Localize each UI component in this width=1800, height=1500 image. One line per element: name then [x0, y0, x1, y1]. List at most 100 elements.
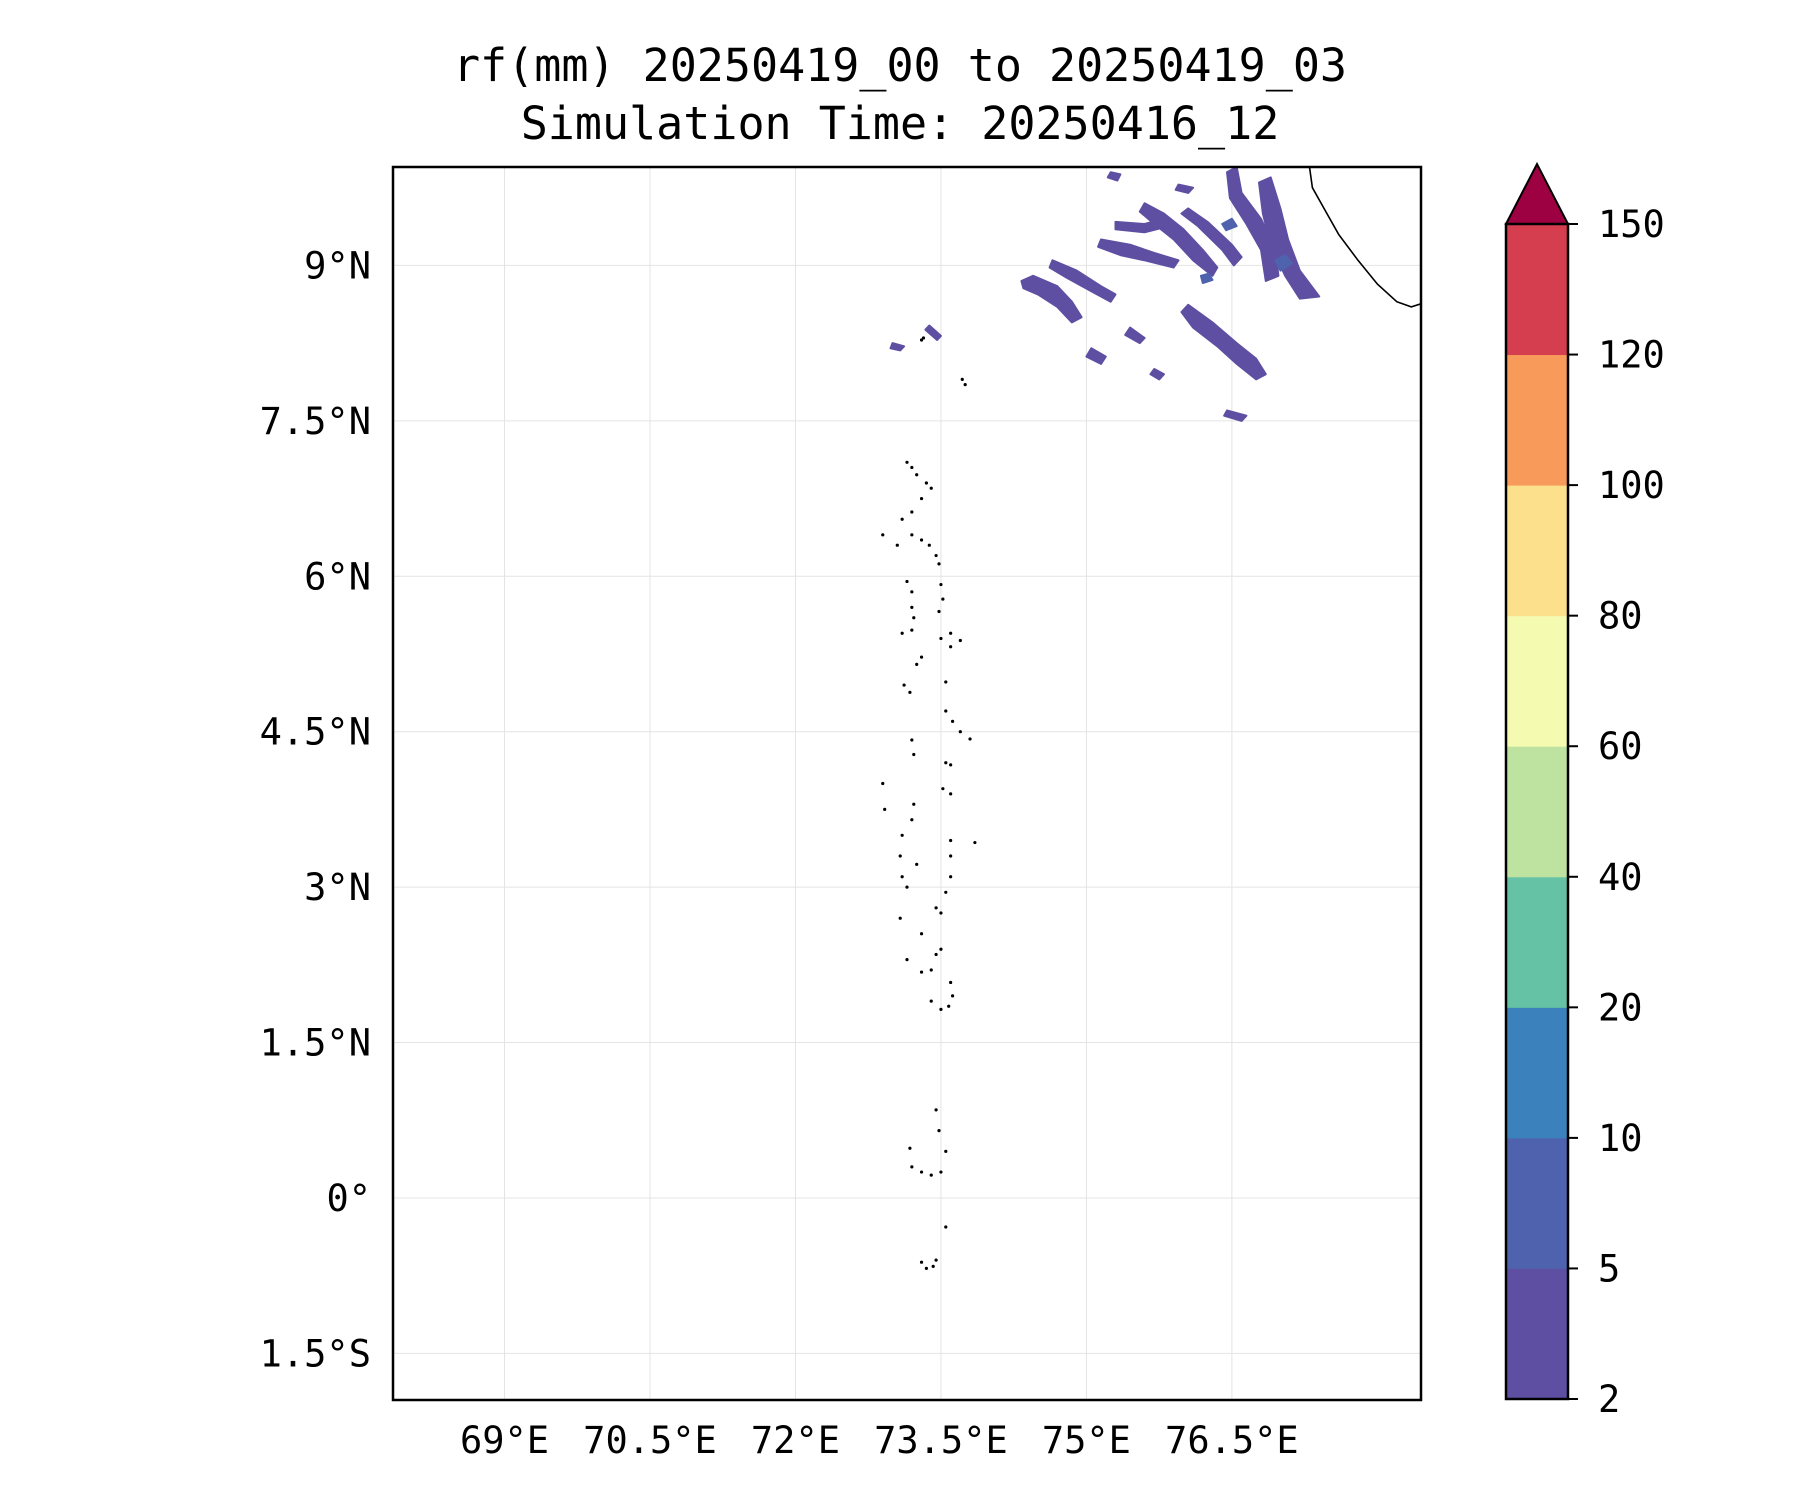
- island-dot: [898, 916, 902, 920]
- island-dots: [881, 336, 977, 1271]
- colorbar-tick-label: 5: [1598, 1247, 1620, 1290]
- island-dot: [919, 538, 924, 542]
- island-dot: [941, 787, 945, 791]
- island-dot: [927, 543, 931, 547]
- island-dot: [919, 338, 924, 342]
- island-dot: [929, 968, 933, 972]
- rain-contour-2-5: [1226, 167, 1280, 282]
- island-dot: [910, 738, 914, 742]
- y-tick-label: 3°N: [304, 866, 371, 909]
- island-dot: [915, 473, 919, 477]
- island-dot: [900, 517, 904, 521]
- island-dot: [973, 840, 977, 845]
- island-dot: [912, 802, 916, 806]
- colorbar-tick-label: 100: [1598, 464, 1665, 507]
- island-dot: [963, 382, 967, 387]
- island-dot: [929, 999, 933, 1003]
- island-dot: [944, 1149, 948, 1153]
- island-dot: [939, 582, 943, 587]
- island-dot: [919, 496, 924, 501]
- island-dot: [944, 680, 948, 684]
- island-dot: [958, 638, 962, 643]
- y-tick-label: 1.5°S: [260, 1332, 371, 1375]
- colorbar-segment: [1506, 485, 1568, 617]
- x-tick-label: 76.5°E: [1165, 1419, 1299, 1462]
- island-dot: [910, 818, 914, 822]
- island-dot: [919, 1170, 924, 1174]
- island-dot: [944, 709, 948, 713]
- y-tick-labels: 9°N 7.5°N 6°N 4.5°N 3°N 1.5°N 0° 1.5°S: [260, 244, 371, 1375]
- colorbar-tick-label: 150: [1598, 203, 1665, 246]
- island-dot: [949, 980, 953, 985]
- island-dot: [910, 605, 914, 609]
- rain-contour-2-5: [1114, 217, 1170, 234]
- island-dot: [937, 1129, 941, 1133]
- island-dot: [968, 737, 972, 741]
- x-tick-label: 75°E: [1042, 1419, 1131, 1462]
- island-dot: [900, 631, 904, 635]
- island-dot: [881, 533, 885, 537]
- rain-contour-2-5: [1097, 238, 1180, 269]
- island-dot: [912, 616, 916, 620]
- colorbar-segment: [1506, 1007, 1568, 1139]
- island-dot: [939, 1007, 943, 1011]
- colorbar-tick-label: 120: [1598, 334, 1665, 377]
- island-dot: [921, 336, 926, 340]
- island-dot: [915, 662, 919, 666]
- island-dot: [910, 533, 914, 537]
- island-dot: [949, 838, 953, 843]
- colorbar-tick-label: 20: [1598, 986, 1643, 1029]
- island-dot: [944, 890, 948, 894]
- y-tick-label: 0°: [326, 1177, 371, 1220]
- map-title-line-1: rf(mm) 20250419_00 to 20250419_03: [452, 39, 1348, 92]
- grid-lines: [393, 167, 1421, 1400]
- y-tick-label: 1.5°N: [260, 1022, 371, 1065]
- rainfall-contours: [889, 167, 1321, 422]
- island-dot: [898, 854, 902, 858]
- island-dot: [934, 952, 938, 957]
- island-dot: [910, 590, 914, 594]
- colorbar-segment: [1506, 615, 1568, 747]
- island-dot: [944, 761, 948, 765]
- rain-contour-5-10: [1221, 217, 1238, 232]
- island-dot: [939, 1170, 943, 1174]
- island-dot: [912, 752, 916, 757]
- island-dot: [924, 1266, 928, 1271]
- island-dot: [902, 683, 906, 687]
- colorbar-segment: [1506, 746, 1568, 878]
- island-dot: [929, 1173, 933, 1177]
- rain-contour-2-5: [1138, 202, 1219, 277]
- island-dot: [919, 932, 924, 936]
- island-dot: [960, 377, 964, 382]
- island-dot: [934, 1108, 938, 1112]
- rain-contour-2-5: [1085, 347, 1107, 365]
- island-dot: [895, 543, 899, 547]
- y-tick-label: 4.5°N: [260, 711, 371, 754]
- island-dot: [939, 947, 943, 951]
- island-dot: [900, 875, 904, 879]
- island-dot: [905, 885, 909, 889]
- island-dot: [934, 906, 938, 910]
- rain-contour-5-10: [1274, 254, 1293, 272]
- rain-contour-5-10: [1199, 272, 1214, 284]
- island-dot: [919, 970, 924, 974]
- rain-contour-2-5: [1020, 274, 1083, 324]
- map-title-line-2: Simulation Time: 20250416_12: [520, 97, 1280, 150]
- island-dot: [900, 833, 904, 837]
- island-dot: [934, 1258, 938, 1262]
- island-dot: [881, 781, 885, 786]
- rain-contour-2-5: [924, 324, 942, 341]
- colorbar-frame: [1504, 222, 1570, 1401]
- rain-contour-2-5: [1180, 303, 1267, 381]
- colorbar-tick-label: 80: [1598, 595, 1643, 638]
- island-dot: [919, 655, 924, 659]
- rain-contour-2-5: [1258, 176, 1321, 300]
- island-dot: [949, 645, 953, 649]
- island-dot: [919, 1260, 924, 1264]
- island-dot: [929, 486, 933, 490]
- island-dot: [949, 763, 953, 767]
- x-tick-label: 69°E: [460, 1419, 549, 1462]
- island-dot: [915, 862, 919, 866]
- colorbar: 2 5 10 20 40 60 80 100 120 150: [1504, 161, 1665, 1421]
